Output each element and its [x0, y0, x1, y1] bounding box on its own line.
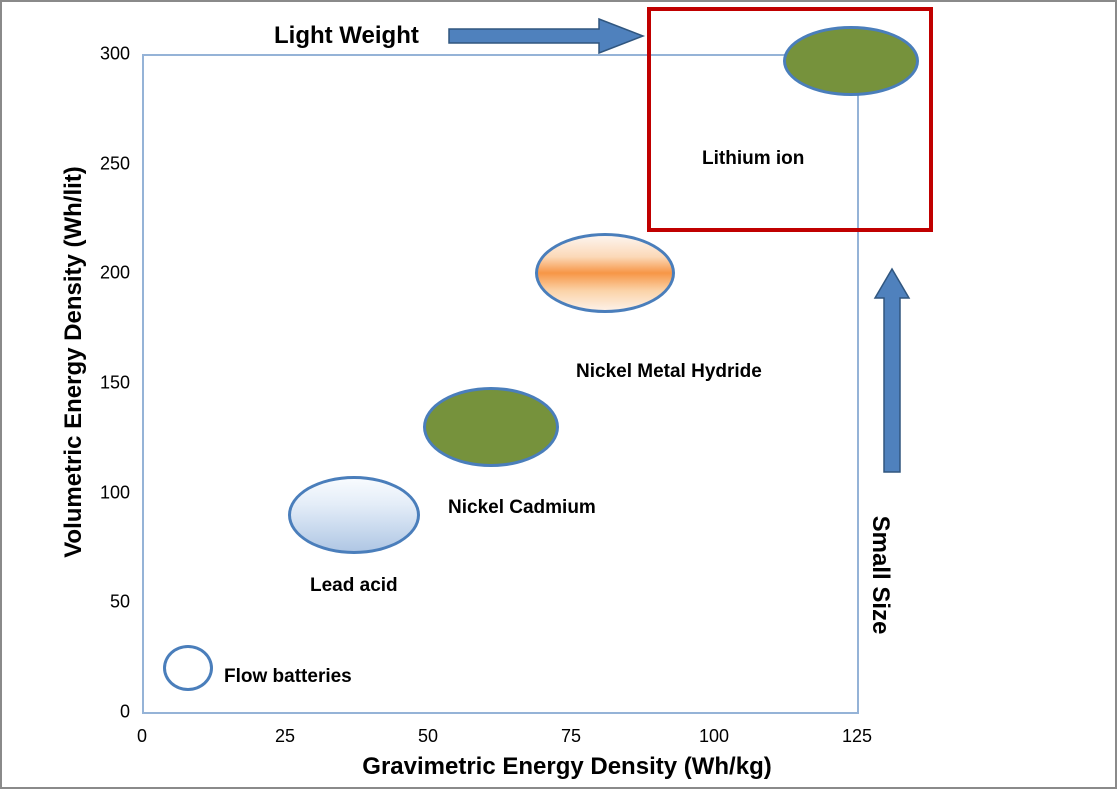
point-label-nickel-cadmium: Nickel Cadmium — [448, 497, 596, 518]
small-size-label: Small Size — [867, 515, 894, 635]
y-tick-label-300: 300 — [99, 43, 130, 64]
point-nickel-cadmium — [422, 386, 559, 467]
x-tick-label-50: 50 — [417, 726, 439, 746]
small-size-arrow-icon — [873, 267, 911, 473]
y-axis-title: Volumetric Energy Density (Wh/lit) — [60, 166, 87, 558]
x-axis-line — [142, 712, 859, 714]
point-label-flow-batteries: Flow batteries — [224, 666, 352, 687]
y-tick-label-50: 50 — [109, 591, 130, 612]
point-nickel-metal-hydride — [535, 233, 676, 314]
x-tick-label-25: 25 — [274, 726, 296, 746]
x-tick-label-100: 100 — [698, 726, 730, 746]
point-label-lead-acid: Lead acid — [310, 575, 398, 596]
point-label-nickel-metal-hydride: Nickel Metal Hydride — [576, 361, 762, 382]
x-tick-label-125: 125 — [841, 726, 873, 746]
light-weight-arrow-icon — [448, 17, 646, 55]
point-lead-acid — [287, 475, 420, 554]
point-lithium-ion — [783, 25, 920, 96]
right-border-line — [857, 54, 859, 712]
x-axis-title: Gravimetric Energy Density (Wh/kg) — [362, 753, 772, 780]
lithium-ion-highlight-box — [647, 7, 933, 232]
light-weight-label: Light Weight — [274, 22, 419, 49]
point-label-lithium-ion: Lithium ion — [702, 148, 805, 169]
x-tick-label-0: 0 — [136, 726, 148, 746]
y-axis-line — [142, 54, 144, 712]
y-tick-label-200: 200 — [99, 262, 130, 283]
point-flow-batteries — [162, 645, 213, 692]
top-border-line — [142, 54, 859, 56]
y-tick-label-0: 0 — [119, 701, 130, 722]
y-tick-label-150: 150 — [99, 372, 130, 393]
y-tick-label-100: 100 — [99, 482, 130, 503]
x-tick-label-75: 75 — [560, 726, 582, 746]
y-tick-label-250: 250 — [99, 153, 130, 174]
